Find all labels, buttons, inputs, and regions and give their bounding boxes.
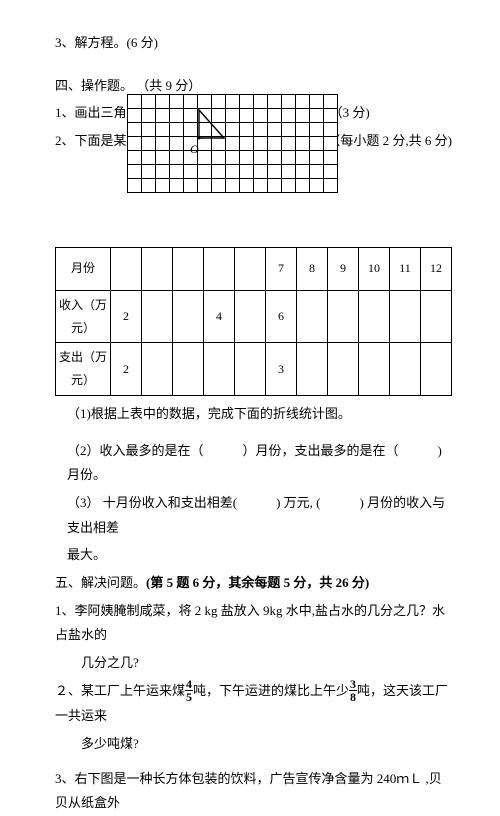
text: 3、解方程。(6 分) bbox=[55, 35, 158, 50]
text: （2）收入最多的是在（ ）月份，支出最多的是在（ )月份。 bbox=[67, 443, 442, 483]
text: 多少吨煤? bbox=[81, 736, 139, 751]
s4-sub3b: 最大。 bbox=[55, 543, 452, 568]
s4-sub1: （1)根据上表中的数据，完成下面的折线统计图。 bbox=[55, 402, 452, 427]
q3-solve-equation: 3、解方程。(6 分) bbox=[55, 31, 452, 56]
cell bbox=[111, 247, 142, 290]
cell bbox=[359, 343, 390, 396]
cell: 8 bbox=[297, 247, 328, 290]
s5-q2b: 多少吨煤? bbox=[55, 732, 452, 757]
fraction-3-8: 38 bbox=[349, 678, 357, 703]
cell bbox=[142, 290, 173, 343]
cell bbox=[204, 343, 235, 396]
s4-q2-left: 2、下面是某 bbox=[55, 133, 127, 148]
cell bbox=[421, 343, 452, 396]
text: 1、李阿姨腌制咸菜，将 2 kg 盐放入 9kg 水中,盐占水的几分之几？水占盐… bbox=[55, 603, 445, 643]
cell bbox=[204, 247, 235, 290]
text: 最大。 bbox=[67, 547, 106, 562]
cell bbox=[235, 290, 266, 343]
table-row-months: 月份 7 8 9 10 11 12 bbox=[56, 247, 452, 290]
cell: 12 bbox=[421, 247, 452, 290]
s5-q2a: ２、某工厂上午运来煤45吨，下午运进的煤比上午少38吨，这天该工厂一共运来 bbox=[55, 679, 452, 729]
cell bbox=[173, 247, 204, 290]
s5-q3: 3、右下图是一种长方体包装的饮料，广告宣传净含量为 240ｍＬ ,贝贝从纸盒外 bbox=[55, 767, 452, 816]
cell: 10 bbox=[359, 247, 390, 290]
cell: 6 bbox=[266, 290, 297, 343]
cell: 11 bbox=[390, 247, 421, 290]
s5-q1a: 1、李阿姨腌制咸菜，将 2 kg 盐放入 9kg 水中,盐占水的几分之几？水占盐… bbox=[55, 599, 452, 648]
cell bbox=[235, 343, 266, 396]
cell bbox=[173, 290, 204, 343]
cell bbox=[142, 343, 173, 396]
o-label: O bbox=[190, 138, 199, 161]
s4-sub2: （2）收入最多的是在（ ）月份，支出最多的是在（ )月份。 bbox=[55, 439, 452, 488]
text: 3、右下图是一种长方体包装的饮料，广告宣传净含量为 240ｍＬ ,贝贝从纸盒外 bbox=[55, 771, 442, 811]
cell bbox=[173, 343, 204, 396]
sec5-title: 五、解决问题。(第 5 题 6 分，其余每题 5 分，共 26 分) bbox=[55, 571, 452, 596]
sec5-title-a: 五、解决问题。 bbox=[55, 575, 146, 590]
cell: 4 bbox=[204, 290, 235, 343]
cell bbox=[142, 247, 173, 290]
text: ２、某工厂上午运来煤 bbox=[55, 683, 185, 698]
s5-q1b: 几分之几? bbox=[55, 651, 452, 676]
text: （3） 十月份收入和支出相差( ) 万元, ( ) 月份的收入与支出相差 bbox=[67, 495, 445, 535]
cell: 7 bbox=[266, 247, 297, 290]
cell: 3 bbox=[266, 343, 297, 396]
table-row-expense: 支出（万元） 2 3 bbox=[56, 343, 452, 396]
cell bbox=[328, 343, 359, 396]
text: 吨，下午运进的煤比上午少 bbox=[193, 683, 349, 698]
cell bbox=[390, 343, 421, 396]
cell: 9 bbox=[328, 247, 359, 290]
cell bbox=[421, 290, 452, 343]
cell bbox=[328, 290, 359, 343]
cell bbox=[235, 247, 266, 290]
cell bbox=[297, 343, 328, 396]
cell bbox=[297, 290, 328, 343]
s4-sub3a: （3） 十月份收入和支出相差( ) 万元, ( ) 月份的收入与支出相差 bbox=[55, 491, 452, 540]
table-row-income: 收入（万元） 2 4 6 bbox=[56, 290, 452, 343]
fraction-4-5: 45 bbox=[185, 678, 193, 703]
den: 8 bbox=[349, 691, 357, 703]
text: （1)根据上表中的数据，完成下面的折线统计图。 bbox=[67, 406, 351, 421]
text: 四、操作题。 （共 9 分） bbox=[55, 78, 201, 93]
row-label-income: 收入（万元） bbox=[56, 290, 111, 343]
cell bbox=[359, 290, 390, 343]
sec5-title-b: (第 5 题 6 分，其余每题 5 分，共 26 分) bbox=[146, 575, 369, 590]
row-label-month: 月份 bbox=[56, 247, 111, 290]
cell bbox=[390, 290, 421, 343]
rotation-grid: O bbox=[127, 94, 338, 193]
row-label-expense: 支出（万元） bbox=[56, 343, 111, 396]
grid-table bbox=[127, 94, 338, 193]
den: 5 bbox=[185, 691, 193, 703]
cell: 2 bbox=[111, 343, 142, 396]
cell: 2 bbox=[111, 290, 142, 343]
income-expense-table: 月份 7 8 9 10 11 12 收入（万元） 2 4 6 支出（万元） 2 … bbox=[55, 247, 452, 396]
text: 几分之几? bbox=[81, 655, 139, 670]
